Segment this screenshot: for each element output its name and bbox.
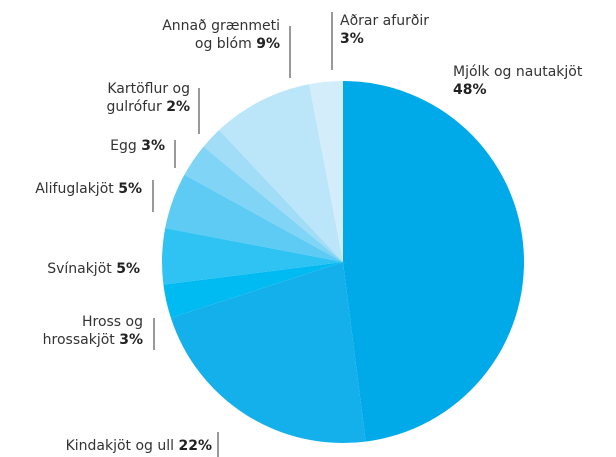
- slice-label: Egg 3%: [85, 137, 165, 155]
- label-value: 2%: [166, 99, 190, 115]
- leader-lines: [152, 12, 333, 457]
- label-value: 3%: [141, 138, 165, 154]
- pie-slice: [165, 174, 343, 262]
- pie-slice: [170, 262, 366, 443]
- label-name: Hross og hrossakjöt: [42, 314, 143, 348]
- pie-slice: [219, 84, 343, 262]
- label-value: 5%: [118, 181, 142, 197]
- label-value: 48%: [453, 82, 487, 98]
- label-name: Svínakjöt: [47, 261, 112, 277]
- label-value: 3%: [340, 31, 364, 47]
- pie-slice: [309, 81, 343, 262]
- slice-label: Hross og hrossakjöt 3%: [33, 313, 143, 349]
- label-name: Annað grænmeti og blóm: [162, 18, 280, 52]
- pie-slice: [343, 81, 525, 442]
- slice-label: Mjólk og nautakjöt 48%: [453, 63, 605, 99]
- label-name: Kindakjöt og ull: [65, 438, 175, 454]
- pie-slice: [203, 130, 343, 262]
- label-name: Alifuglakjöt: [35, 181, 114, 197]
- pie-slice: [163, 262, 343, 318]
- label-value: 22%: [178, 438, 212, 454]
- slice-label: Annað grænmeti og blóm 9%: [145, 17, 280, 53]
- label-value: 3%: [119, 332, 143, 348]
- pie-slice: [162, 228, 343, 285]
- slice-label: Kindakjöt og ull 22%: [12, 437, 212, 455]
- label-value: 9%: [256, 36, 280, 52]
- label-value: 5%: [116, 261, 140, 277]
- pie-slice: [184, 146, 343, 262]
- label-name: Mjólk og nautakjöt: [453, 64, 583, 80]
- label-name: Kartöflur og gulrófur: [106, 81, 190, 115]
- slice-label: Aðrar afurðir 3%: [340, 12, 445, 48]
- slice-label: Svínakjöt 5%: [10, 260, 140, 278]
- slice-label: Kartöflur og gulrófur 2%: [90, 80, 190, 116]
- slice-label: Alifuglakjöt 5%: [2, 180, 142, 198]
- label-name: Egg: [110, 138, 137, 154]
- label-name: Aðrar afurðir: [340, 13, 430, 29]
